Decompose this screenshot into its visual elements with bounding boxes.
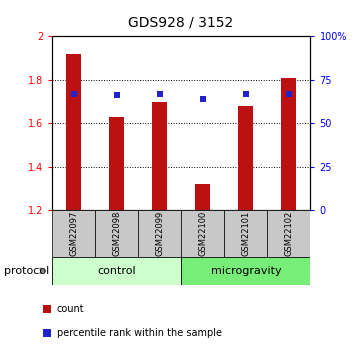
Text: control: control <box>97 266 136 276</box>
Text: microgravity: microgravity <box>210 266 281 276</box>
Bar <box>225 210 268 257</box>
Point <box>200 96 206 102</box>
Bar <box>181 257 310 285</box>
Bar <box>43 329 51 337</box>
Bar <box>95 210 138 257</box>
Point <box>243 91 249 97</box>
Bar <box>181 210 225 257</box>
Text: GSM22099: GSM22099 <box>155 211 164 256</box>
Bar <box>152 101 168 210</box>
Point <box>286 91 292 97</box>
Text: GSM22097: GSM22097 <box>69 211 78 256</box>
Point <box>71 91 77 97</box>
Bar <box>52 210 95 257</box>
Text: protocol: protocol <box>4 266 49 276</box>
Bar <box>238 106 253 210</box>
Bar <box>66 53 81 210</box>
Point <box>157 91 163 97</box>
Bar <box>282 78 296 210</box>
Text: GSM22098: GSM22098 <box>112 211 121 256</box>
Text: count: count <box>57 304 84 314</box>
Bar <box>195 184 210 210</box>
Bar <box>138 210 181 257</box>
Bar <box>268 210 310 257</box>
Text: GSM22102: GSM22102 <box>284 211 293 256</box>
Text: GDS928 / 3152: GDS928 / 3152 <box>128 16 233 30</box>
Bar <box>52 257 182 285</box>
Text: GSM22100: GSM22100 <box>199 211 208 256</box>
Point <box>114 93 120 98</box>
Text: GSM22101: GSM22101 <box>242 211 251 256</box>
Bar <box>43 305 51 313</box>
Text: percentile rank within the sample: percentile rank within the sample <box>57 328 222 338</box>
Bar <box>109 117 125 210</box>
